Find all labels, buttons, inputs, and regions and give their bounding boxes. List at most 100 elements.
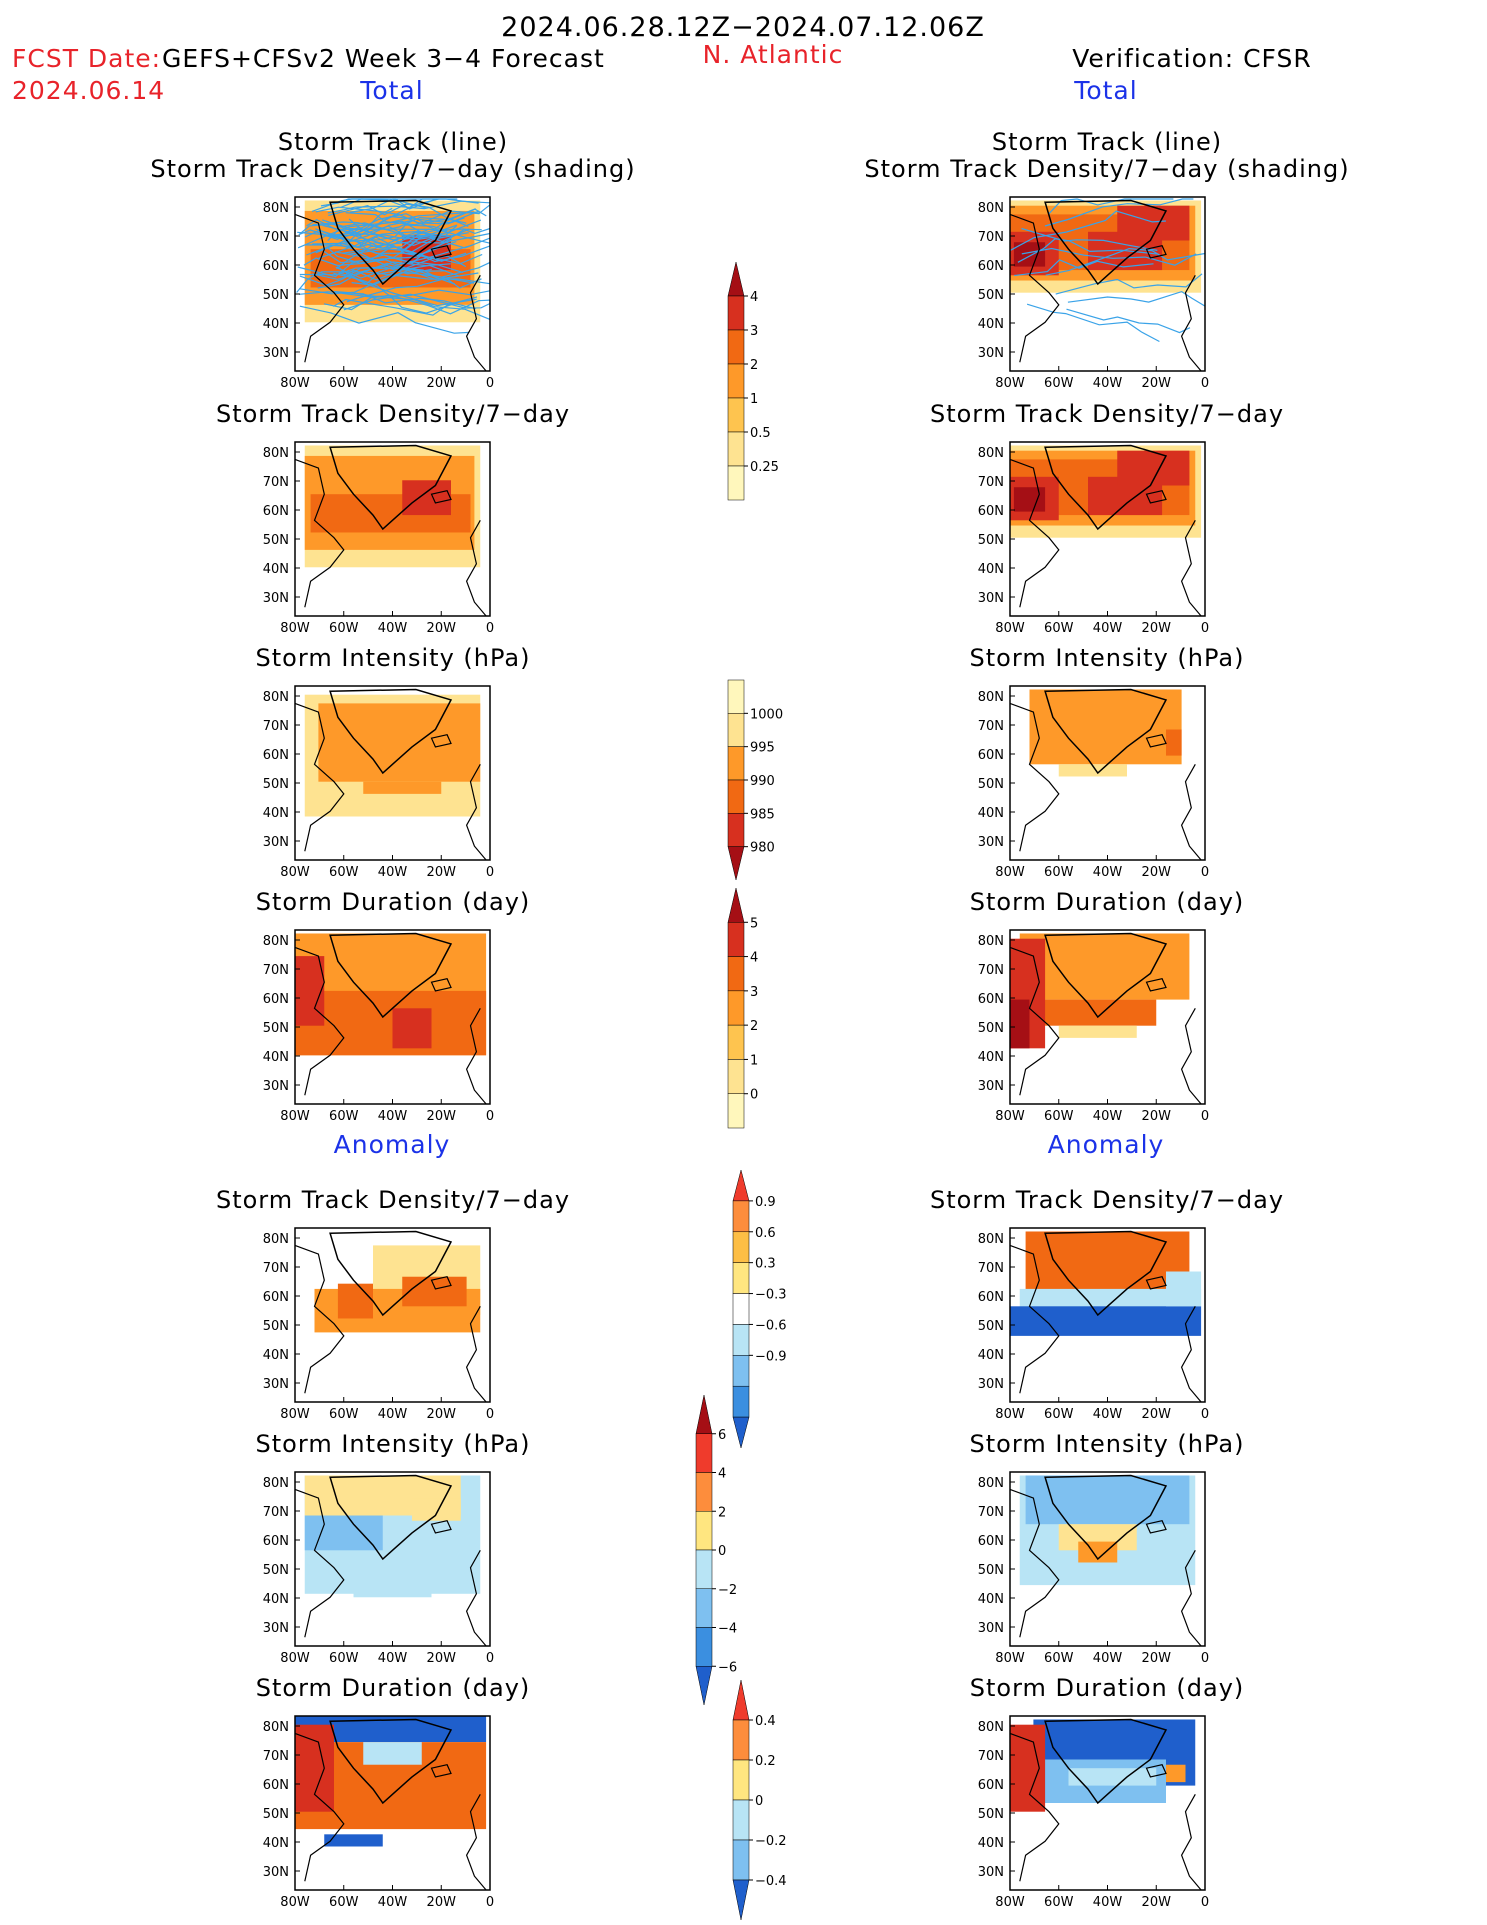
shading-cell (353, 1576, 432, 1598)
lat-tick-label: 30N (978, 591, 1004, 606)
colorbar-segment (727, 990, 745, 1026)
lon-tick-label: 60W (1044, 376, 1074, 391)
lat-tick-label: 40N (978, 317, 1004, 332)
iceland-coastline (430, 1276, 452, 1290)
lat-tick-label: 60N (978, 992, 1004, 1007)
lon-tick-label: 20W (1142, 1651, 1172, 1666)
europe-coastline (465, 275, 487, 372)
colorbar-label: 990 (750, 774, 775, 789)
shading-cell (1068, 1768, 1157, 1786)
lon-tick-label: 20W (427, 1109, 457, 1124)
lon-tick-label: 60W (329, 1407, 359, 1422)
north-america-coastline (1009, 1488, 1060, 1638)
storm-track-line (333, 296, 478, 316)
colorbar-segment (727, 713, 745, 747)
lon-tick-label: 40W (378, 865, 408, 880)
lon-tick-label: 40W (378, 621, 408, 636)
lat-tick-label: 40N (263, 1592, 289, 1607)
panel-title-intensity-anom-right: Storm Intensity (hPa) (969, 1430, 1245, 1458)
colorbar-label: 1000 (750, 707, 783, 722)
region-title: N. Atlantic (702, 40, 844, 69)
panel-title-track-line-left: Storm Track (line) (277, 128, 509, 156)
lat-tick-label: 70N (263, 1749, 289, 1764)
lon-tick-label: 0 (486, 865, 494, 880)
lat-tick-label: 70N (263, 1505, 289, 1520)
lat-tick-label: 70N (263, 475, 289, 490)
lon-tick-label: 80W (280, 1895, 310, 1910)
colorbar-segment (727, 679, 745, 714)
shading-cell (1025, 1475, 1190, 1525)
lat-tick-label: 30N (263, 835, 289, 850)
colorbar-segment (727, 397, 745, 433)
lat-tick-label: 80N (263, 1476, 289, 1491)
lon-tick-label: 40W (1093, 865, 1123, 880)
lat-tick-label: 40N (263, 317, 289, 332)
storm-track-line (336, 264, 460, 285)
lon-tick-label: 60W (1044, 1407, 1074, 1422)
shading-cell (295, 956, 325, 1026)
lon-tick-label: 20W (1142, 1895, 1172, 1910)
lon-tick-label: 40W (378, 1109, 408, 1124)
map-panel-2-verification: 80N 70N 60N 50N 40N 30N 80W 60W 40W 20W 0 (978, 685, 1209, 880)
anomaly-label-left: Anomaly (333, 1130, 451, 1159)
lat-tick-label: 70N (978, 963, 1004, 978)
colorbar-segment (695, 1394, 713, 1434)
north-america-coastline (1009, 213, 1060, 363)
lat-tick-label: 30N (263, 1621, 289, 1636)
shading-cell (318, 703, 481, 782)
map-panel-2-forecast: 80N 70N 60N 50N 40N 30N 80W 60W 40W 20W 0 (263, 685, 494, 880)
lat-tick-label: 40N (263, 1836, 289, 1851)
lon-tick-label: 40W (378, 1651, 408, 1666)
lat-tick-label: 60N (978, 1778, 1004, 1793)
colorbar-label: 0 (750, 1088, 758, 1103)
lat-tick-label: 30N (978, 1079, 1004, 1094)
colorbar-density: 4 3 2 1 0.5 0.25 (727, 261, 779, 501)
iceland-coastline (1145, 245, 1167, 259)
lat-tick-label: 80N (263, 446, 289, 461)
storm-track-line (325, 210, 480, 237)
colorbar-segment (727, 295, 745, 331)
europe-coastline (1180, 1794, 1202, 1891)
colorbar-segment (732, 1416, 750, 1449)
lat-tick-label: 50N (978, 777, 1004, 792)
iceland-coastline (1145, 978, 1167, 992)
panel-title-intensity-anom-left: Storm Intensity (hPa) (255, 1430, 531, 1458)
lon-tick-label: 60W (329, 376, 359, 391)
storm-track-line (342, 227, 491, 254)
shading-cell (295, 990, 487, 1056)
storm-track-line (343, 293, 491, 311)
lon-tick-label: 0 (486, 1895, 494, 1910)
panel-title-intensity-left: Storm Intensity (hPa) (255, 644, 531, 672)
lat-tick-label: 30N (263, 346, 289, 361)
colorbar-label: 0.2 (755, 1754, 776, 1769)
lat-tick-label: 30N (978, 1865, 1004, 1880)
lat-tick-label: 80N (263, 934, 289, 949)
shading-cell (363, 1742, 422, 1765)
storm-track-line (333, 290, 491, 320)
colorbar-segment (732, 1839, 750, 1881)
panel-title-duration-anom-left: Storm Duration (day) (255, 1674, 531, 1702)
colorbar-label: 0.25 (750, 460, 779, 475)
lat-tick-label: 80N (978, 446, 1004, 461)
lat-tick-label: 60N (263, 748, 289, 763)
colorbar-duration-anom: 0.4 0.2 0 −0.2 −0.4 (732, 1679, 787, 1921)
storm-track-line (323, 289, 491, 311)
colorbar-segment (732, 1799, 750, 1841)
europe-coastline (1180, 1306, 1202, 1403)
colorbar-label: 2 (750, 1019, 758, 1034)
europe-coastline (1180, 1008, 1202, 1105)
map-panel-0-forecast: 80N 70N 60N 50N 40N 30N 80W 60W 40W 20W 0 (263, 196, 494, 391)
panel-title-density-anom-left: Storm Track Density/7−day (215, 1186, 571, 1214)
shading-cell (1166, 1271, 1202, 1307)
lat-tick-label: 80N (978, 1476, 1004, 1491)
storm-track-line (338, 272, 477, 307)
iceland-coastline (430, 734, 452, 748)
lon-tick-label: 40W (1093, 1407, 1123, 1422)
fcst-date-value: 2024.06.14 (12, 76, 166, 105)
colorbar-label: 0 (718, 1544, 726, 1559)
shading-cell (337, 1283, 373, 1319)
colorbar-label: 5 (750, 916, 758, 931)
storm-track-line (351, 204, 491, 234)
total-label-right: Total (1074, 76, 1138, 105)
lat-tick-label: 60N (978, 748, 1004, 763)
